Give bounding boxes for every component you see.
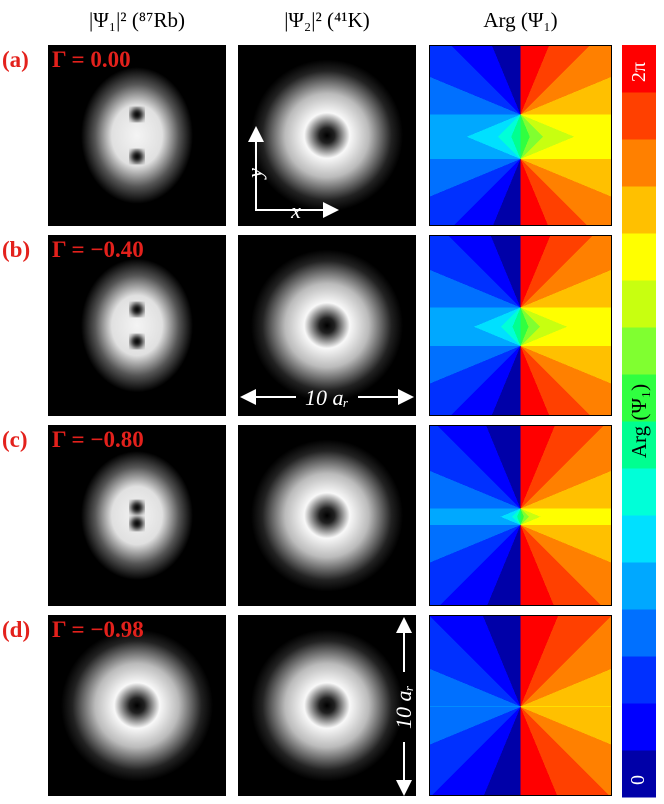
colorbar-step: [622, 233, 656, 281]
y-axis-label: y: [242, 168, 267, 180]
colorbar-step: [622, 656, 656, 704]
row-label: (a): [2, 47, 29, 72]
colorbar-step: [622, 703, 656, 751]
row-label: (d): [2, 617, 30, 642]
density-ring: [61, 629, 213, 782]
phase-top: [430, 616, 611, 707]
density-blob: [81, 258, 193, 393]
density-blob: [81, 67, 193, 204]
vortex-core: [130, 335, 144, 348]
colorbar-top-label: 2π: [628, 62, 650, 82]
vortex-core: [130, 501, 144, 514]
density-ring: [251, 629, 403, 782]
colorbar-step: [622, 750, 656, 798]
column-header: Arg (Ψ₁): [483, 8, 557, 32]
density-rb-panel: [48, 45, 226, 226]
colorbar-bottom-label: 0: [627, 775, 649, 785]
phase-top: [430, 46, 611, 137]
colorbar-step: [622, 45, 656, 93]
density-ring: [251, 59, 403, 212]
vortex-core: [130, 150, 144, 163]
colorbar-step: [622, 468, 656, 516]
density-k-panel: [238, 45, 416, 226]
colorbar-step: [622, 327, 656, 375]
vortex-core: [130, 303, 144, 316]
colorbar-step: [622, 92, 656, 140]
vortex-core: [130, 517, 144, 530]
height-scale: 10 aᵣ: [391, 685, 416, 729]
colorbar-step: [622, 280, 656, 328]
colorbar-step: [622, 374, 656, 422]
phase-top: [430, 236, 611, 327]
density-rb-panel: [48, 235, 226, 416]
colorbar-step: [622, 186, 656, 234]
row-label: (b): [2, 237, 30, 262]
colorbar-step: [622, 609, 656, 657]
phase-bottom: [430, 516, 611, 605]
density-blob: [81, 451, 193, 580]
density-rb-panel: [48, 425, 226, 606]
density-rb-panel: [48, 615, 226, 796]
phase-panel: [429, 45, 612, 226]
gamma-label: Γ = −0.80: [52, 427, 144, 452]
x-axis-label: x: [290, 198, 301, 223]
colorbar-title: Arg (Ψ₁): [627, 384, 651, 458]
vortex-core: [130, 108, 144, 121]
colorbar-step: [622, 515, 656, 563]
density-ring: [251, 439, 403, 592]
phase-panel: [429, 425, 612, 606]
colorbar-step: [622, 562, 656, 610]
phase-top: [430, 426, 611, 517]
gamma-label: Γ = −0.98: [52, 617, 144, 642]
gamma-label: Γ = 0.00: [52, 47, 131, 72]
phase-bottom: [430, 326, 611, 415]
density-k-panel: [238, 615, 416, 796]
column-header: |Ψ₂|² (⁴¹K): [284, 8, 370, 32]
colorbar-step: [622, 421, 656, 469]
phase-bottom: [430, 706, 611, 795]
phase-bottom: [430, 136, 611, 225]
width-scale: 10 aᵣ: [305, 385, 349, 410]
phase-panel: [429, 235, 612, 416]
colorbar-step: [622, 139, 656, 187]
density-ring: [251, 249, 403, 402]
density-k-panel: [238, 425, 416, 606]
phase-panel: [429, 615, 612, 796]
density-k-panel: [238, 235, 416, 416]
row-label: (c): [2, 427, 28, 452]
gamma-label: Γ = −0.40: [52, 237, 144, 262]
column-header: |Ψ₁|² (⁸⁷Rb): [89, 8, 185, 32]
